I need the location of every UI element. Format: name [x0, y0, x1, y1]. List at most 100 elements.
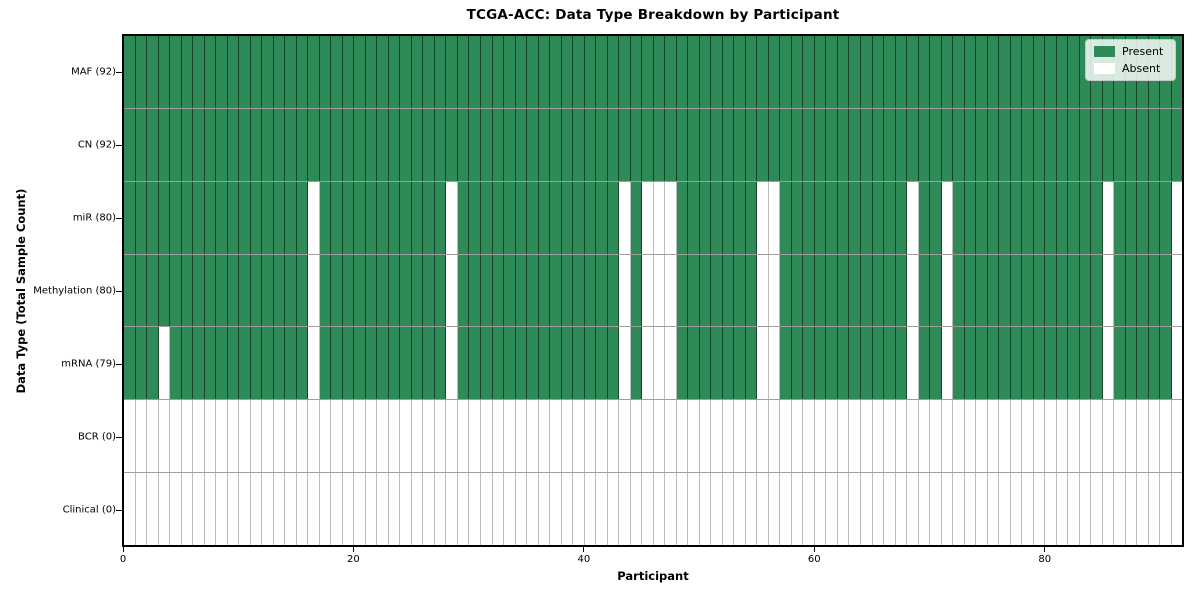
heatmap-cell — [342, 36, 355, 108]
heatmap-cell — [1148, 473, 1161, 546]
heatmap-cell — [653, 473, 666, 546]
heatmap-cell — [768, 473, 781, 546]
heatmap-cell — [872, 181, 885, 254]
heatmap-cell — [803, 327, 815, 400]
heatmap-cell — [1068, 181, 1080, 254]
heatmap-cell — [768, 400, 781, 473]
heatmap-cell — [1171, 181, 1183, 254]
heatmap-cell — [722, 327, 735, 400]
x-tick-label: 40 — [577, 554, 591, 565]
heatmap-cell — [734, 181, 746, 254]
heatmap-cell — [504, 400, 516, 473]
heatmap-cell — [619, 473, 631, 546]
heatmap-cell — [607, 254, 620, 327]
heatmap-cell — [319, 254, 332, 327]
heatmap-cell — [193, 473, 205, 546]
heatmap-cell — [953, 108, 965, 181]
heatmap-cell — [999, 108, 1011, 181]
heatmap-cell — [446, 36, 458, 108]
heatmap-cell — [837, 36, 850, 108]
heatmap-cell — [342, 473, 355, 546]
heatmap-cell — [791, 108, 804, 181]
heatmap-cell — [987, 108, 1000, 181]
heatmap-cell — [400, 327, 412, 400]
heatmap-cell — [930, 36, 942, 108]
heatmap-cell — [342, 327, 355, 400]
heatmap-cell — [895, 36, 908, 108]
heatmap-cell — [227, 400, 240, 473]
heatmap-cell — [826, 36, 838, 108]
heatmap-cell — [688, 254, 700, 327]
heatmap-cell — [147, 108, 159, 181]
heatmap-cell — [158, 108, 171, 181]
heatmap-cell — [411, 327, 424, 400]
heatmap-cell — [953, 473, 965, 546]
heatmap-cell — [745, 254, 758, 327]
heatmap-cell — [457, 108, 470, 181]
heatmap-cell — [331, 36, 343, 108]
heatmap-cell — [757, 108, 769, 181]
heatmap-cell — [722, 181, 735, 254]
heatmap-cell — [665, 181, 677, 254]
heatmap-cell — [434, 181, 447, 254]
heatmap-cell — [584, 254, 597, 327]
heatmap-cell — [584, 108, 597, 181]
heatmap-cell — [1148, 181, 1161, 254]
heatmap-cell — [1079, 400, 1092, 473]
heatmap-cell — [504, 108, 516, 181]
heatmap-cell — [814, 327, 827, 400]
heatmap-cell — [826, 327, 838, 400]
y-tick-label: MAF (92) — [71, 66, 116, 78]
heatmap-cell — [745, 36, 758, 108]
heatmap-cell — [527, 400, 539, 473]
heatmap-cell — [976, 254, 988, 327]
heatmap-cell — [1171, 36, 1183, 108]
heatmap-cell — [976, 473, 988, 546]
heatmap-cell — [826, 254, 838, 327]
heatmap-cell — [538, 400, 551, 473]
heatmap-cell — [227, 327, 240, 400]
heatmap-cell — [653, 108, 666, 181]
heatmap-cell — [1160, 254, 1172, 327]
heatmap-cell — [492, 108, 505, 181]
heatmap-cell — [1102, 400, 1115, 473]
heatmap-cell — [999, 181, 1011, 254]
heatmap-cell — [388, 400, 401, 473]
heatmap-cell — [354, 181, 366, 254]
heatmap-cell — [204, 327, 217, 400]
heatmap-cell — [1148, 108, 1161, 181]
heatmap-cell — [780, 400, 792, 473]
heatmap-cell — [1045, 400, 1057, 473]
heatmap-cell — [895, 181, 908, 254]
heatmap-cell — [768, 327, 781, 400]
heatmap-cell — [676, 254, 689, 327]
heatmap-cell — [342, 108, 355, 181]
heatmap-cell — [492, 327, 505, 400]
heatmap-cell — [872, 254, 885, 327]
heatmap-cell — [204, 473, 217, 546]
heatmap-cell — [492, 181, 505, 254]
heatmap-cell — [331, 181, 343, 254]
heatmap-cell — [1033, 473, 1046, 546]
heatmap-cell — [181, 327, 194, 400]
heatmap-cell — [204, 108, 217, 181]
heatmap-cell — [907, 400, 919, 473]
heatmap-cell — [826, 181, 838, 254]
heatmap-cell — [861, 473, 873, 546]
heatmap-cell — [147, 36, 159, 108]
heatmap-cell — [1171, 473, 1183, 546]
heatmap-cell — [630, 473, 643, 546]
heatmap-cell — [711, 108, 723, 181]
heatmap-cell — [837, 327, 850, 400]
heatmap-cell — [837, 181, 850, 254]
heatmap-cell — [999, 473, 1011, 546]
heatmap-cell — [711, 254, 723, 327]
heatmap-cell — [158, 36, 171, 108]
heatmap-cell — [365, 473, 378, 546]
heatmap-cell — [688, 400, 700, 473]
heatmap-cell — [849, 36, 861, 108]
heatmap-cell — [216, 327, 228, 400]
heatmap-cell — [791, 400, 804, 473]
heatmap-cell — [377, 400, 389, 473]
x-tick-label: 80 — [1038, 554, 1052, 565]
